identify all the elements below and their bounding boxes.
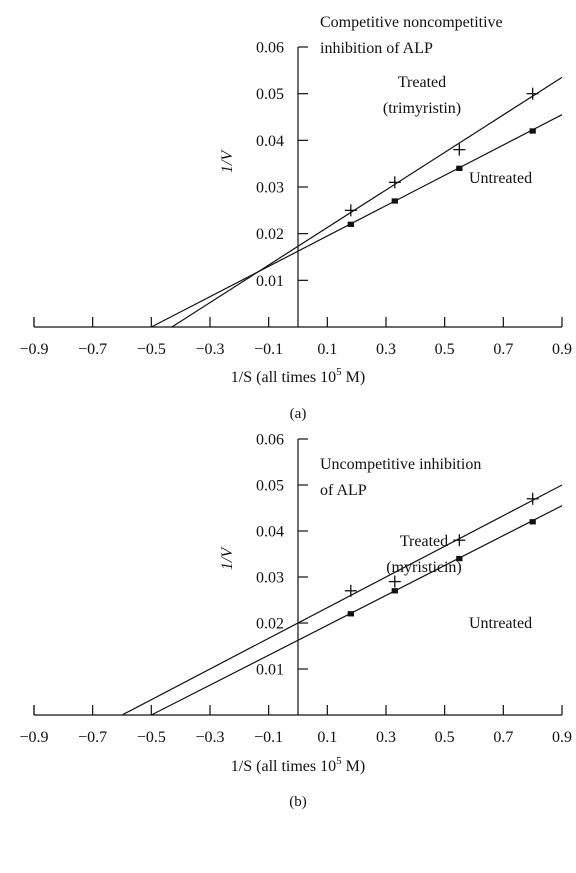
x-tick-label: 0.3 bbox=[376, 341, 396, 358]
chart-b-y-ticks: 0.01 0.02 0.03 0.04 0.05 0.06 bbox=[256, 432, 308, 679]
series-treated-point bbox=[344, 204, 357, 217]
series-treated-fit-line bbox=[121, 484, 563, 716]
series-treated-point bbox=[453, 143, 466, 156]
x-tick-label: −0.1 bbox=[254, 341, 283, 358]
chart-b-y-label: 1/V bbox=[219, 546, 236, 570]
y-tick-label: 0.06 bbox=[256, 40, 284, 57]
x-tick-label: −0.9 bbox=[19, 729, 48, 746]
chart-a-title-line1: Competitive noncompetitive bbox=[320, 14, 503, 31]
panel-a: Competitive noncompetitive inhibition of… bbox=[19, 14, 572, 422]
x-tick-label: 0.9 bbox=[552, 729, 572, 746]
x-tick-label: −0.5 bbox=[137, 729, 166, 746]
chart-a-fit-lines bbox=[151, 76, 563, 328]
chart-b-panel-label: (b) bbox=[289, 794, 307, 810]
series-treated-point bbox=[344, 584, 357, 597]
panel-b: Uncompetitive inhibition of ALP −0.9 −0.7… bbox=[19, 432, 572, 811]
chart-a-x-label: 1/S (all times 105 M) bbox=[231, 366, 365, 386]
y-tick-label: 0.04 bbox=[256, 524, 284, 541]
x-tick-label: −0.3 bbox=[195, 341, 224, 358]
x-tick-label: −0.1 bbox=[254, 729, 283, 746]
series-untreated-fit-line bbox=[151, 114, 563, 328]
series-untreated-point bbox=[347, 221, 354, 227]
x-tick-label: 0.3 bbox=[376, 729, 396, 746]
series-treated-point bbox=[453, 534, 466, 547]
series-treated-point bbox=[526, 492, 539, 505]
chart-b-title-line1: Uncompetitive inhibition bbox=[320, 456, 481, 473]
y-tick-label: 0.01 bbox=[256, 273, 284, 290]
chart-b-x-ticks: −0.9 −0.7 −0.5 −0.3 −0.1 0.1 0.3 0.5 0.7 0.9 bbox=[19, 705, 572, 746]
x-tick-label: 0.7 bbox=[493, 341, 513, 358]
series-treated-fit-line bbox=[171, 76, 563, 328]
y-tick-label: 0.06 bbox=[256, 432, 284, 449]
x-tick-label: −0.3 bbox=[195, 729, 224, 746]
chart-a-title-line2: inhibition of ALP bbox=[320, 40, 433, 57]
x-tick-label: 0.1 bbox=[317, 729, 337, 746]
x-tick-label: −0.5 bbox=[137, 341, 166, 358]
chart-a-series-label-treated-line2: (trimyristin) bbox=[383, 100, 461, 117]
series-untreated-point bbox=[529, 519, 536, 525]
x-tick-label: −0.9 bbox=[19, 341, 48, 358]
chart-b-series-label-treated-line2: (myristicin) bbox=[386, 559, 462, 576]
series-untreated-point bbox=[391, 198, 398, 204]
x-tick-label: −0.7 bbox=[78, 729, 107, 746]
series-untreated-point bbox=[456, 165, 463, 171]
chart-a-y-label: 1/V bbox=[219, 149, 236, 173]
x-tick-label: 0.9 bbox=[552, 341, 572, 358]
y-tick-label: 0.02 bbox=[256, 616, 284, 633]
chart-b-series-label-treated-line1: Treated bbox=[400, 533, 448, 550]
x-tick-label: 0.5 bbox=[435, 729, 455, 746]
series-untreated-point bbox=[347, 611, 354, 617]
chart-a-panel-label: (a) bbox=[290, 406, 307, 422]
chart-b-title-line2: of ALP bbox=[320, 482, 367, 499]
chart-a-markers bbox=[344, 87, 539, 227]
series-treated-point bbox=[388, 176, 401, 189]
y-tick-label: 0.01 bbox=[256, 662, 284, 679]
series-untreated-fit-line bbox=[151, 505, 563, 716]
series-untreated-point bbox=[456, 555, 463, 562]
x-tick-label: 0.5 bbox=[435, 341, 455, 358]
y-tick-label: 0.05 bbox=[256, 86, 284, 103]
chart-b-series-label-untreated: Untreated bbox=[469, 615, 532, 632]
chart-a-y-ticks: 0.01 0.02 0.03 0.04 0.05 0.06 bbox=[256, 40, 308, 290]
series-untreated-point bbox=[529, 128, 536, 134]
chart-b-markers bbox=[344, 492, 539, 617]
chart-a-x-ticks: −0.9 −0.7 −0.5 −0.3 −0.1 0.1 0.3 0.5 0.7 0.9 bbox=[19, 317, 572, 358]
x-tick-label: −0.7 bbox=[78, 341, 107, 358]
chart-b-x-label: 1/S (all times 105 M) bbox=[231, 755, 365, 775]
series-untreated-point bbox=[391, 588, 398, 594]
y-tick-label: 0.02 bbox=[256, 226, 284, 243]
chart-a-series-label-treated-line1: Treated bbox=[398, 74, 446, 91]
x-tick-label: 0.1 bbox=[317, 341, 337, 358]
chart-b-fit-lines bbox=[121, 484, 563, 716]
series-treated-point bbox=[388, 575, 401, 588]
y-tick-label: 0.03 bbox=[256, 180, 284, 197]
x-tick-label: 0.7 bbox=[493, 729, 513, 746]
y-tick-label: 0.03 bbox=[256, 570, 284, 587]
series-treated-point bbox=[526, 87, 539, 100]
y-tick-label: 0.05 bbox=[256, 478, 284, 495]
chart-a-series-label-untreated: Untreated bbox=[469, 170, 532, 187]
y-tick-label: 0.04 bbox=[256, 133, 284, 150]
